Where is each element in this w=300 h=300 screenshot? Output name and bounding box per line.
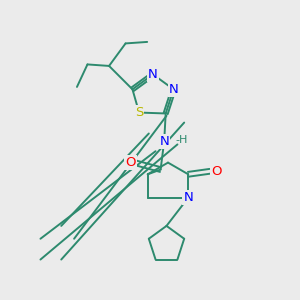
Text: N: N	[169, 83, 178, 96]
Text: O: O	[125, 156, 136, 169]
Text: -H: -H	[176, 136, 188, 146]
Text: S: S	[135, 106, 143, 119]
Text: N: N	[159, 135, 169, 148]
Text: O: O	[211, 165, 222, 178]
Text: N: N	[148, 68, 158, 81]
Text: N: N	[183, 191, 193, 204]
